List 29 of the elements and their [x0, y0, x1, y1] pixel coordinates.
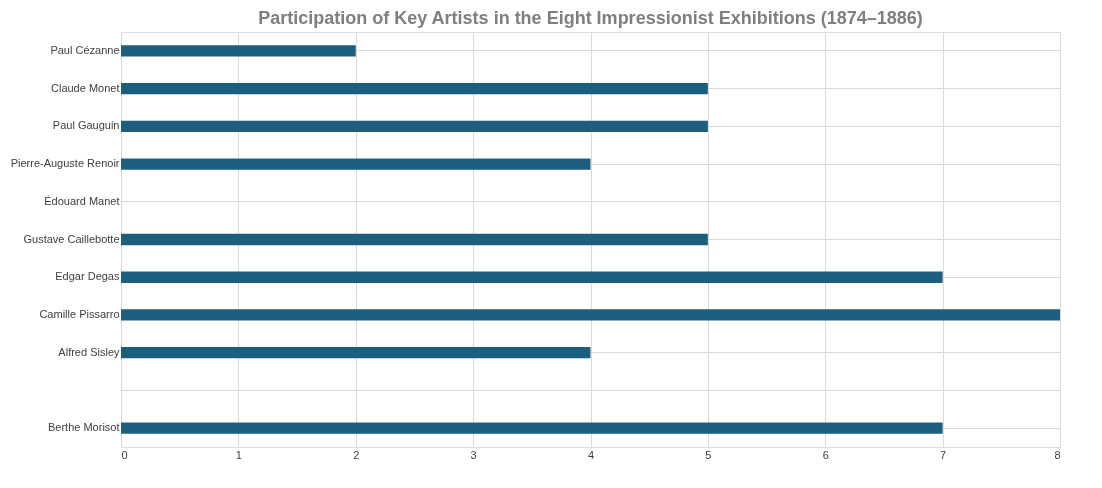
y-tick-label: Camille Pissarro — [39, 307, 120, 320]
y-tick-label: Berthe Morisot — [47, 421, 120, 434]
x-tick-label: 1 — [235, 448, 242, 461]
x-tick-label: 5 — [705, 448, 712, 461]
bar — [121, 45, 356, 57]
y-tick-label: Pierre-Auguste Renoir — [10, 157, 120, 170]
x-tick-label: 0 — [121, 448, 128, 461]
bar — [121, 82, 708, 95]
bar — [121, 120, 708, 132]
y-tick-label: Alfred Sisley — [58, 345, 120, 358]
bar — [121, 271, 943, 283]
y-tick-label: Édouard Manet — [44, 194, 120, 207]
x-tick-label: 6 — [822, 448, 829, 461]
bar — [121, 158, 591, 170]
x-tick-label: 2 — [353, 448, 360, 461]
x-tick-label: 7 — [940, 448, 947, 461]
chart-title: Participation of Key Artists in the Eight Impressionist Exhibitions (1874–1886) — [258, 8, 923, 28]
x-tick-label: 3 — [470, 448, 477, 461]
x-tick-label: 4 — [587, 448, 595, 461]
bar — [121, 233, 708, 246]
bar — [121, 347, 591, 359]
y-tick-label: Paul Gauguin — [52, 119, 120, 132]
y-tick-label: Gustave Caillebotte — [23, 232, 120, 245]
bar — [121, 309, 1060, 321]
bar — [121, 422, 943, 434]
y-tick-label: Paul Cézanne — [50, 43, 120, 56]
y-tick-label: Claude Monet — [51, 81, 120, 94]
x-tick-label: 8 — [1054, 448, 1061, 461]
y-tick-label: Edgar Degas — [55, 270, 120, 283]
